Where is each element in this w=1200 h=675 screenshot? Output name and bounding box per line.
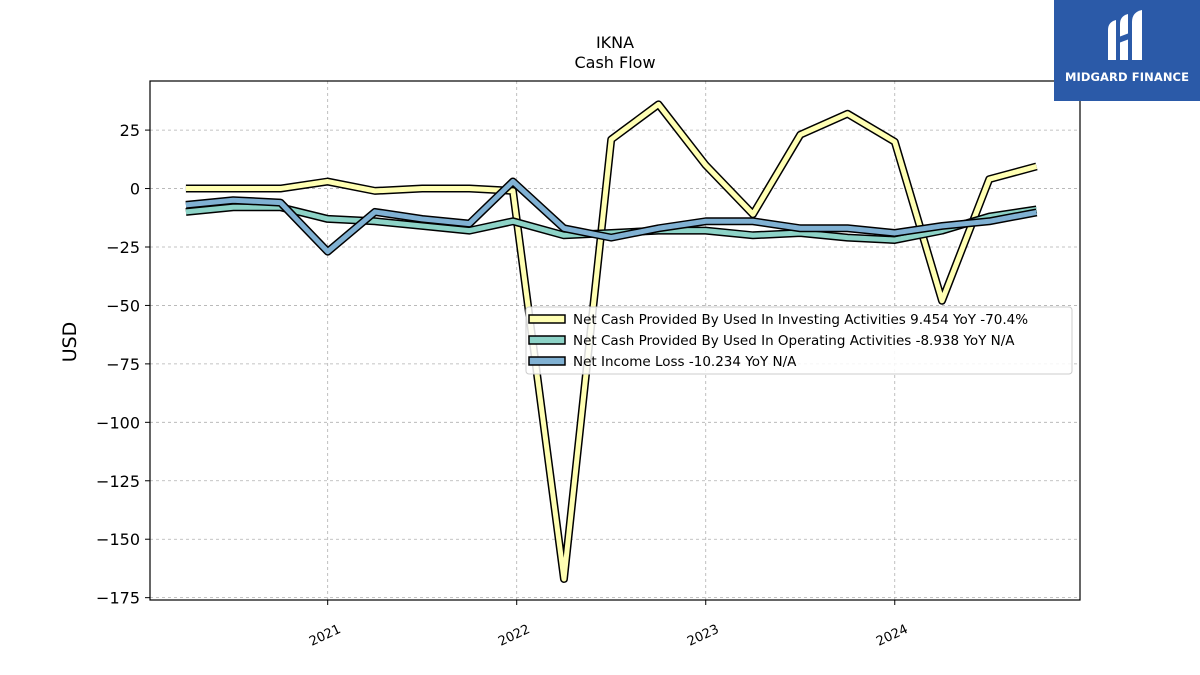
legend-swatch-1 — [528, 335, 566, 345]
y-tick-label: −50 — [106, 296, 140, 315]
legend-label-1: Net Cash Provided By Used In Operating A… — [573, 333, 1015, 349]
x-tick-label: 2021 — [307, 622, 343, 650]
legend-box — [525, 306, 1073, 375]
series-lines — [185, 100, 1038, 583]
y-tick-label: −100 — [96, 413, 140, 432]
x-tick-label: 2024 — [874, 622, 910, 650]
legend-swatch-0 — [528, 314, 566, 324]
midgard-logo-mark-icon — [1108, 10, 1142, 60]
y-tick-label: 0 — [130, 180, 140, 199]
legend: Net Cash Provided By Used In Investing A… — [525, 306, 1073, 375]
logo-text: MIDGARD FINANCE — [1064, 70, 1190, 84]
series-line-0 — [185, 101, 1038, 582]
y-tick-label: −25 — [106, 238, 140, 257]
chart-subtitle: Cash Flow — [574, 53, 655, 72]
y-axis-label: USD — [59, 322, 81, 363]
x-tick-label: 2023 — [685, 622, 721, 650]
chart-title: IKNA — [596, 33, 634, 52]
legend-label-2: Net Income Loss -10.234 YoY N/A — [573, 354, 797, 370]
x-tick-label: 2022 — [496, 622, 532, 650]
series-line-1 — [185, 204, 1037, 243]
midgard-finance-logo: MIDGARD FINANCE — [1054, 0, 1200, 101]
series-line-2 — [185, 179, 1037, 255]
y-tick-label: −75 — [106, 355, 140, 374]
y-tick-label: −175 — [96, 589, 140, 608]
legend-label-0: Net Cash Provided By Used In Investing A… — [573, 312, 1028, 328]
legend-swatch-2 — [528, 356, 566, 366]
plot-frame — [149, 80, 1081, 601]
y-tick-label: −125 — [96, 472, 140, 491]
y-tick-label: 25 — [120, 121, 140, 140]
y-tick-label: −150 — [96, 530, 140, 549]
